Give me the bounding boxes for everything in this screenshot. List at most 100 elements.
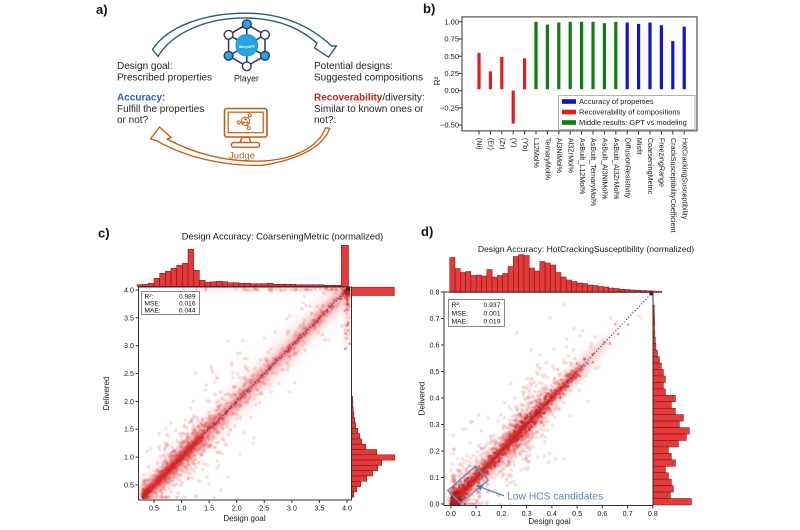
svg-text:HotCrackingSusceptibility: HotCrackingSusceptibility bbox=[680, 138, 689, 220]
svg-text:Recoverability of compositions: Recoverability of compositions bbox=[579, 108, 681, 117]
svg-text:0.25: 0.25 bbox=[444, 69, 459, 78]
svg-text:0.044: 0.044 bbox=[179, 308, 196, 315]
svg-text:0.019: 0.019 bbox=[483, 319, 500, 326]
svg-text:Low HCS candidates: Low HCS candidates bbox=[507, 492, 603, 503]
svg-text:Delivered: Delivered bbox=[418, 382, 427, 416]
svg-text:0.7: 0.7 bbox=[623, 509, 633, 518]
svg-text:−0.25: −0.25 bbox=[440, 103, 459, 112]
svg-text:b): b) bbox=[423, 1, 435, 16]
svg-text:Design Accuracy: CoarseningMet: Design Accuracy: CoarseningMetric (norma… bbox=[182, 232, 384, 242]
svg-text:3.0: 3.0 bbox=[124, 341, 134, 350]
svg-text:Misfit: Misfit bbox=[635, 138, 644, 155]
svg-text:−0.50: −0.50 bbox=[440, 121, 459, 130]
svg-text:0.3: 0.3 bbox=[430, 420, 440, 429]
svg-text:0.4: 0.4 bbox=[547, 509, 557, 518]
svg-text:MSE:: MSE: bbox=[452, 310, 469, 317]
svg-text:Al3NiMol%: Al3NiMol% bbox=[555, 138, 564, 174]
svg-text:or not?: or not? bbox=[117, 115, 149, 126]
svg-text:L12Mol%: L12Mol% bbox=[532, 138, 541, 169]
svg-text:AsBuilt_Al3NiMol%: AsBuilt_Al3NiMol% bbox=[601, 138, 610, 200]
svg-text:CrackSusceptibilityCoefficient: CrackSusceptibilityCoefficient bbox=[669, 138, 678, 233]
svg-text:MAE:: MAE: bbox=[145, 308, 161, 315]
svg-text:c): c) bbox=[98, 226, 110, 241]
svg-text:Fulfill the properties: Fulfill the properties bbox=[117, 104, 204, 115]
svg-text:(Yb): (Yb) bbox=[521, 138, 530, 152]
svg-text:(Zr): (Zr) bbox=[498, 138, 507, 150]
svg-text:0.7: 0.7 bbox=[430, 314, 440, 323]
svg-text:0.001: 0.001 bbox=[483, 310, 500, 317]
svg-text:Middle results: GPT vs modelin: Middle results: GPT vs modeling bbox=[579, 118, 687, 127]
svg-text:0.75: 0.75 bbox=[444, 35, 459, 44]
svg-text:Player: Player bbox=[234, 74, 259, 84]
svg-text:R²: R² bbox=[433, 76, 442, 85]
svg-text:Judge: Judge bbox=[229, 151, 255, 162]
svg-text:AsBuilt_L12Mol%: AsBuilt_L12Mol% bbox=[578, 138, 587, 195]
svg-text:0.5: 0.5 bbox=[124, 480, 134, 489]
svg-text:Accuracy of properties: Accuracy of properties bbox=[579, 97, 654, 106]
svg-text:2.5: 2.5 bbox=[124, 369, 134, 378]
svg-text:0.6: 0.6 bbox=[430, 340, 440, 349]
svg-text:0.0: 0.0 bbox=[446, 509, 456, 518]
svg-text:AsBuilt_TernaryMol%: AsBuilt_TernaryMol% bbox=[589, 138, 598, 207]
svg-text:Design goal:: Design goal: bbox=[117, 61, 173, 72]
svg-text:not?:: not?: bbox=[314, 115, 336, 126]
svg-text:d): d) bbox=[421, 224, 433, 239]
svg-text:3.5: 3.5 bbox=[314, 504, 324, 513]
svg-text:0.5: 0.5 bbox=[572, 509, 582, 518]
svg-text:1.0: 1.0 bbox=[177, 504, 187, 513]
svg-text:0.8: 0.8 bbox=[648, 509, 658, 518]
svg-text:0.016: 0.016 bbox=[179, 301, 196, 308]
svg-text:FreezingRange: FreezingRange bbox=[658, 138, 667, 187]
svg-text:0.1: 0.1 bbox=[471, 509, 481, 518]
svg-text:4.0: 4.0 bbox=[342, 504, 352, 513]
svg-text:(Y): (Y) bbox=[509, 138, 518, 148]
svg-text:MAE:: MAE: bbox=[452, 319, 469, 326]
svg-text:3.0: 3.0 bbox=[287, 504, 297, 513]
svg-text:2.0: 2.0 bbox=[124, 397, 134, 406]
svg-text:0.00: 0.00 bbox=[444, 86, 459, 95]
svg-text:3.5: 3.5 bbox=[124, 313, 134, 322]
svg-text:0.1: 0.1 bbox=[430, 473, 440, 482]
svg-text:MSE:: MSE: bbox=[145, 301, 161, 308]
svg-text:Delivered: Delivered bbox=[102, 377, 111, 411]
svg-text:Similar to known ones or: Similar to known ones or bbox=[314, 104, 424, 115]
svg-text:0.8: 0.8 bbox=[430, 287, 440, 296]
svg-text:Prescribed properties: Prescribed properties bbox=[117, 72, 212, 83]
svg-text:1.0: 1.0 bbox=[124, 453, 134, 462]
svg-text:1.5: 1.5 bbox=[124, 425, 134, 434]
svg-text:0.2: 0.2 bbox=[430, 446, 440, 455]
svg-text:(Er): (Er) bbox=[487, 138, 496, 150]
svg-text:a): a) bbox=[96, 2, 108, 17]
svg-text:0.0: 0.0 bbox=[430, 499, 440, 508]
svg-text:0.937: 0.937 bbox=[483, 302, 500, 309]
svg-text:AlloyGPT: AlloyGPT bbox=[239, 45, 256, 49]
svg-text:Recoverability/diversity:: Recoverability/diversity: bbox=[314, 93, 425, 104]
svg-text:CoarseningMetric: CoarseningMetric bbox=[646, 138, 655, 195]
svg-text:DiffusionResistivity: DiffusionResistivity bbox=[623, 138, 632, 199]
svg-text:Suggested compositions: Suggested compositions bbox=[314, 72, 423, 83]
svg-text:0.50: 0.50 bbox=[444, 52, 459, 61]
svg-text:0.989: 0.989 bbox=[179, 294, 196, 301]
svg-text:Design goal: Design goal bbox=[528, 517, 570, 526]
svg-text:Design goal: Design goal bbox=[223, 514, 265, 523]
svg-text:2.0: 2.0 bbox=[232, 504, 242, 513]
svg-text:1.00: 1.00 bbox=[444, 17, 459, 26]
svg-text:2.5: 2.5 bbox=[259, 504, 269, 513]
svg-text:0.4: 0.4 bbox=[430, 393, 440, 402]
svg-text:0.2: 0.2 bbox=[496, 509, 506, 518]
svg-text:4.0: 4.0 bbox=[124, 285, 134, 294]
svg-text:Design Accuracy: HotCrackingSu: Design Accuracy: HotCrackingSusceptibili… bbox=[478, 244, 694, 254]
svg-text:0.5: 0.5 bbox=[430, 367, 440, 376]
svg-text:AsBuilt_Al3ZrMol%: AsBuilt_Al3ZrMol% bbox=[612, 138, 621, 200]
svg-text:0.3: 0.3 bbox=[522, 509, 532, 518]
svg-text:(Ni): (Ni) bbox=[475, 138, 484, 150]
svg-text:0.6: 0.6 bbox=[597, 509, 607, 518]
svg-text:R²:: R²: bbox=[145, 294, 154, 301]
svg-text:Al3ZrMol%: Al3ZrMol% bbox=[566, 138, 575, 174]
svg-text:1.5: 1.5 bbox=[204, 504, 214, 513]
svg-text:0.5: 0.5 bbox=[149, 504, 159, 513]
svg-text:R²:: R²: bbox=[452, 302, 461, 309]
svg-text:TernaryMol%: TernaryMol% bbox=[544, 138, 553, 181]
svg-text:Potential designs:: Potential designs: bbox=[314, 61, 393, 72]
svg-text:Accuracy:: Accuracy: bbox=[117, 93, 165, 104]
